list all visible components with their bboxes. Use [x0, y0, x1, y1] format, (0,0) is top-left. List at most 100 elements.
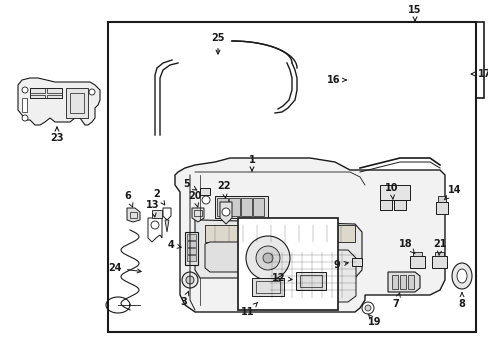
- Circle shape: [185, 276, 194, 284]
- Bar: [351, 258, 361, 266]
- Bar: [228, 198, 240, 216]
- Bar: [30, 88, 45, 93]
- Bar: [435, 65, 469, 85]
- Bar: [435, 202, 447, 214]
- Circle shape: [182, 272, 198, 288]
- Text: 10: 10: [385, 183, 398, 199]
- Circle shape: [22, 87, 28, 93]
- Bar: [352, 75, 371, 85]
- Text: 7: 7: [392, 293, 400, 309]
- Polygon shape: [163, 208, 171, 220]
- Circle shape: [22, 115, 28, 121]
- Text: 11: 11: [241, 302, 257, 317]
- Circle shape: [245, 236, 289, 280]
- Circle shape: [89, 89, 95, 95]
- Bar: [204, 225, 354, 242]
- Circle shape: [256, 246, 280, 270]
- Bar: [437, 196, 445, 202]
- Bar: [251, 278, 284, 296]
- Bar: [391, 275, 397, 289]
- Bar: [152, 210, 162, 218]
- Bar: [238, 218, 337, 310]
- Bar: [184, 232, 198, 265]
- Bar: [393, 200, 405, 210]
- Text: 19: 19: [367, 314, 381, 327]
- Circle shape: [361, 302, 373, 314]
- Bar: [186, 248, 196, 254]
- Polygon shape: [204, 242, 267, 272]
- Text: 1: 1: [248, 155, 255, 171]
- Text: 18: 18: [398, 239, 414, 254]
- Text: 13: 13: [146, 200, 160, 217]
- Text: 8: 8: [458, 293, 465, 309]
- Polygon shape: [195, 220, 361, 278]
- Polygon shape: [192, 208, 203, 222]
- Bar: [409, 46, 419, 68]
- Circle shape: [222, 208, 229, 216]
- Circle shape: [364, 305, 370, 311]
- Bar: [339, 22, 483, 98]
- Bar: [30, 95, 45, 98]
- Text: 12: 12: [271, 273, 291, 283]
- Polygon shape: [148, 218, 162, 242]
- Bar: [186, 234, 196, 240]
- Bar: [22, 98, 27, 112]
- Text: 6: 6: [124, 191, 133, 207]
- Polygon shape: [387, 272, 419, 292]
- Bar: [407, 275, 413, 289]
- Text: 2: 2: [153, 189, 164, 205]
- Bar: [130, 212, 137, 218]
- Bar: [361, 46, 371, 68]
- Bar: [108, 22, 475, 332]
- Bar: [66, 88, 88, 118]
- Ellipse shape: [451, 263, 471, 289]
- Text: 14: 14: [444, 185, 461, 200]
- Circle shape: [151, 221, 159, 229]
- Polygon shape: [127, 208, 140, 222]
- Bar: [379, 185, 409, 200]
- Text: 15: 15: [407, 5, 421, 21]
- Bar: [70, 93, 84, 113]
- Bar: [194, 210, 202, 216]
- Polygon shape: [269, 250, 355, 302]
- Bar: [186, 255, 196, 261]
- Text: 20: 20: [188, 191, 202, 207]
- Text: 16: 16: [326, 75, 346, 85]
- Bar: [299, 275, 321, 287]
- Bar: [434, 252, 443, 256]
- Bar: [30, 88, 62, 98]
- Ellipse shape: [456, 269, 466, 283]
- Bar: [200, 188, 209, 195]
- Bar: [454, 70, 465, 80]
- Bar: [379, 200, 391, 210]
- Bar: [412, 252, 421, 256]
- Text: 22: 22: [217, 181, 230, 198]
- Bar: [217, 198, 227, 216]
- Bar: [256, 281, 280, 293]
- Polygon shape: [269, 109, 289, 125]
- Bar: [385, 46, 395, 68]
- Circle shape: [202, 196, 209, 204]
- Bar: [252, 198, 264, 216]
- Bar: [439, 68, 454, 82]
- Bar: [399, 275, 405, 289]
- Text: 4: 4: [167, 240, 181, 250]
- Text: 24: 24: [108, 263, 141, 273]
- Polygon shape: [164, 220, 169, 232]
- Polygon shape: [18, 78, 100, 125]
- Text: 17: 17: [470, 69, 488, 79]
- Text: 23: 23: [50, 127, 63, 143]
- Text: 3: 3: [180, 291, 188, 307]
- Bar: [431, 256, 446, 268]
- Bar: [47, 95, 62, 98]
- Text: 21: 21: [432, 239, 446, 255]
- Bar: [349, 46, 359, 68]
- Circle shape: [263, 253, 272, 263]
- Text: 9: 9: [332, 260, 347, 270]
- Text: 5: 5: [183, 179, 196, 190]
- Bar: [347, 44, 429, 70]
- Bar: [373, 46, 383, 68]
- Bar: [397, 46, 407, 68]
- Bar: [215, 196, 267, 218]
- Bar: [295, 272, 325, 290]
